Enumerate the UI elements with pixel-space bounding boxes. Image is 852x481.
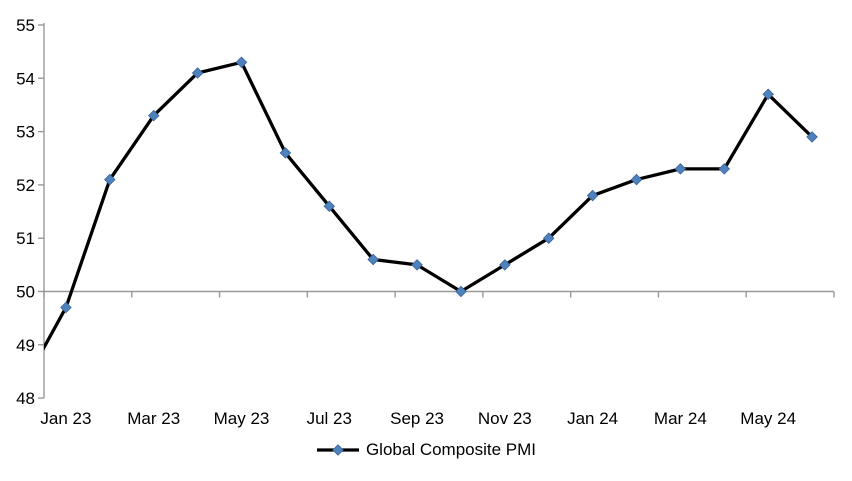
data-point-marker <box>455 285 467 298</box>
data-point-marker <box>586 189 599 202</box>
x-axis-tick-label: Sep 23 <box>390 409 444 428</box>
x-axis-tick-label: Nov 23 <box>478 409 532 428</box>
data-point-marker <box>60 301 72 314</box>
plot-area: 55 54 53 52 51 50 49 48 Jan 23 Mar 23 May 23 Jul 23… <box>16 16 835 428</box>
data-point-marker <box>630 173 643 186</box>
legend-line-marker-icon <box>316 444 359 456</box>
data-point-marker <box>718 163 731 175</box>
data-point-marker <box>279 147 292 159</box>
x-axis-tick-label: Mar 23 <box>127 409 180 428</box>
data-point-marker <box>191 67 204 79</box>
series-line <box>44 60 814 351</box>
legend-diamond-icon <box>332 444 344 456</box>
x-axis-tick-label: Mar 24 <box>654 409 707 428</box>
data-point-marker <box>323 200 336 212</box>
data-point-marker <box>104 173 116 186</box>
y-axis-tick-label: 48 <box>16 389 35 408</box>
series-group <box>44 56 818 351</box>
data-point-marker <box>674 163 687 175</box>
data-point-marker <box>235 56 248 69</box>
x-axis-tick-label: May 24 <box>740 409 796 428</box>
y-axis-tick-label: 49 <box>16 336 35 355</box>
data-point-marker <box>499 259 511 271</box>
data-point-marker <box>762 88 774 101</box>
data-point-marker <box>147 109 160 122</box>
y-axis-tick-label: 51 <box>16 229 35 248</box>
x-axis-tick-label: Jan 23 <box>40 409 91 428</box>
x-axis-tick-label: Jan 24 <box>567 409 618 428</box>
data-point-marker <box>542 232 555 244</box>
y-axis-tick-label: 52 <box>16 176 35 195</box>
y-axis-tick-label: 54 <box>16 69 35 88</box>
y-axis-tick-label: 53 <box>16 123 35 142</box>
data-point-marker <box>411 259 423 271</box>
legend-label: Global Composite PMI <box>365 440 537 459</box>
data-point-marker <box>806 131 818 143</box>
data-point-marker <box>367 253 379 266</box>
y-axis-tick-label: 50 <box>16 283 35 302</box>
y-axis-tick-label: 55 <box>16 16 35 35</box>
chart-legend: Global Composite PMI <box>0 440 852 460</box>
x-axis-tick-label: Jul 23 <box>307 409 352 428</box>
x-axis-tick-label: May 23 <box>214 409 270 428</box>
